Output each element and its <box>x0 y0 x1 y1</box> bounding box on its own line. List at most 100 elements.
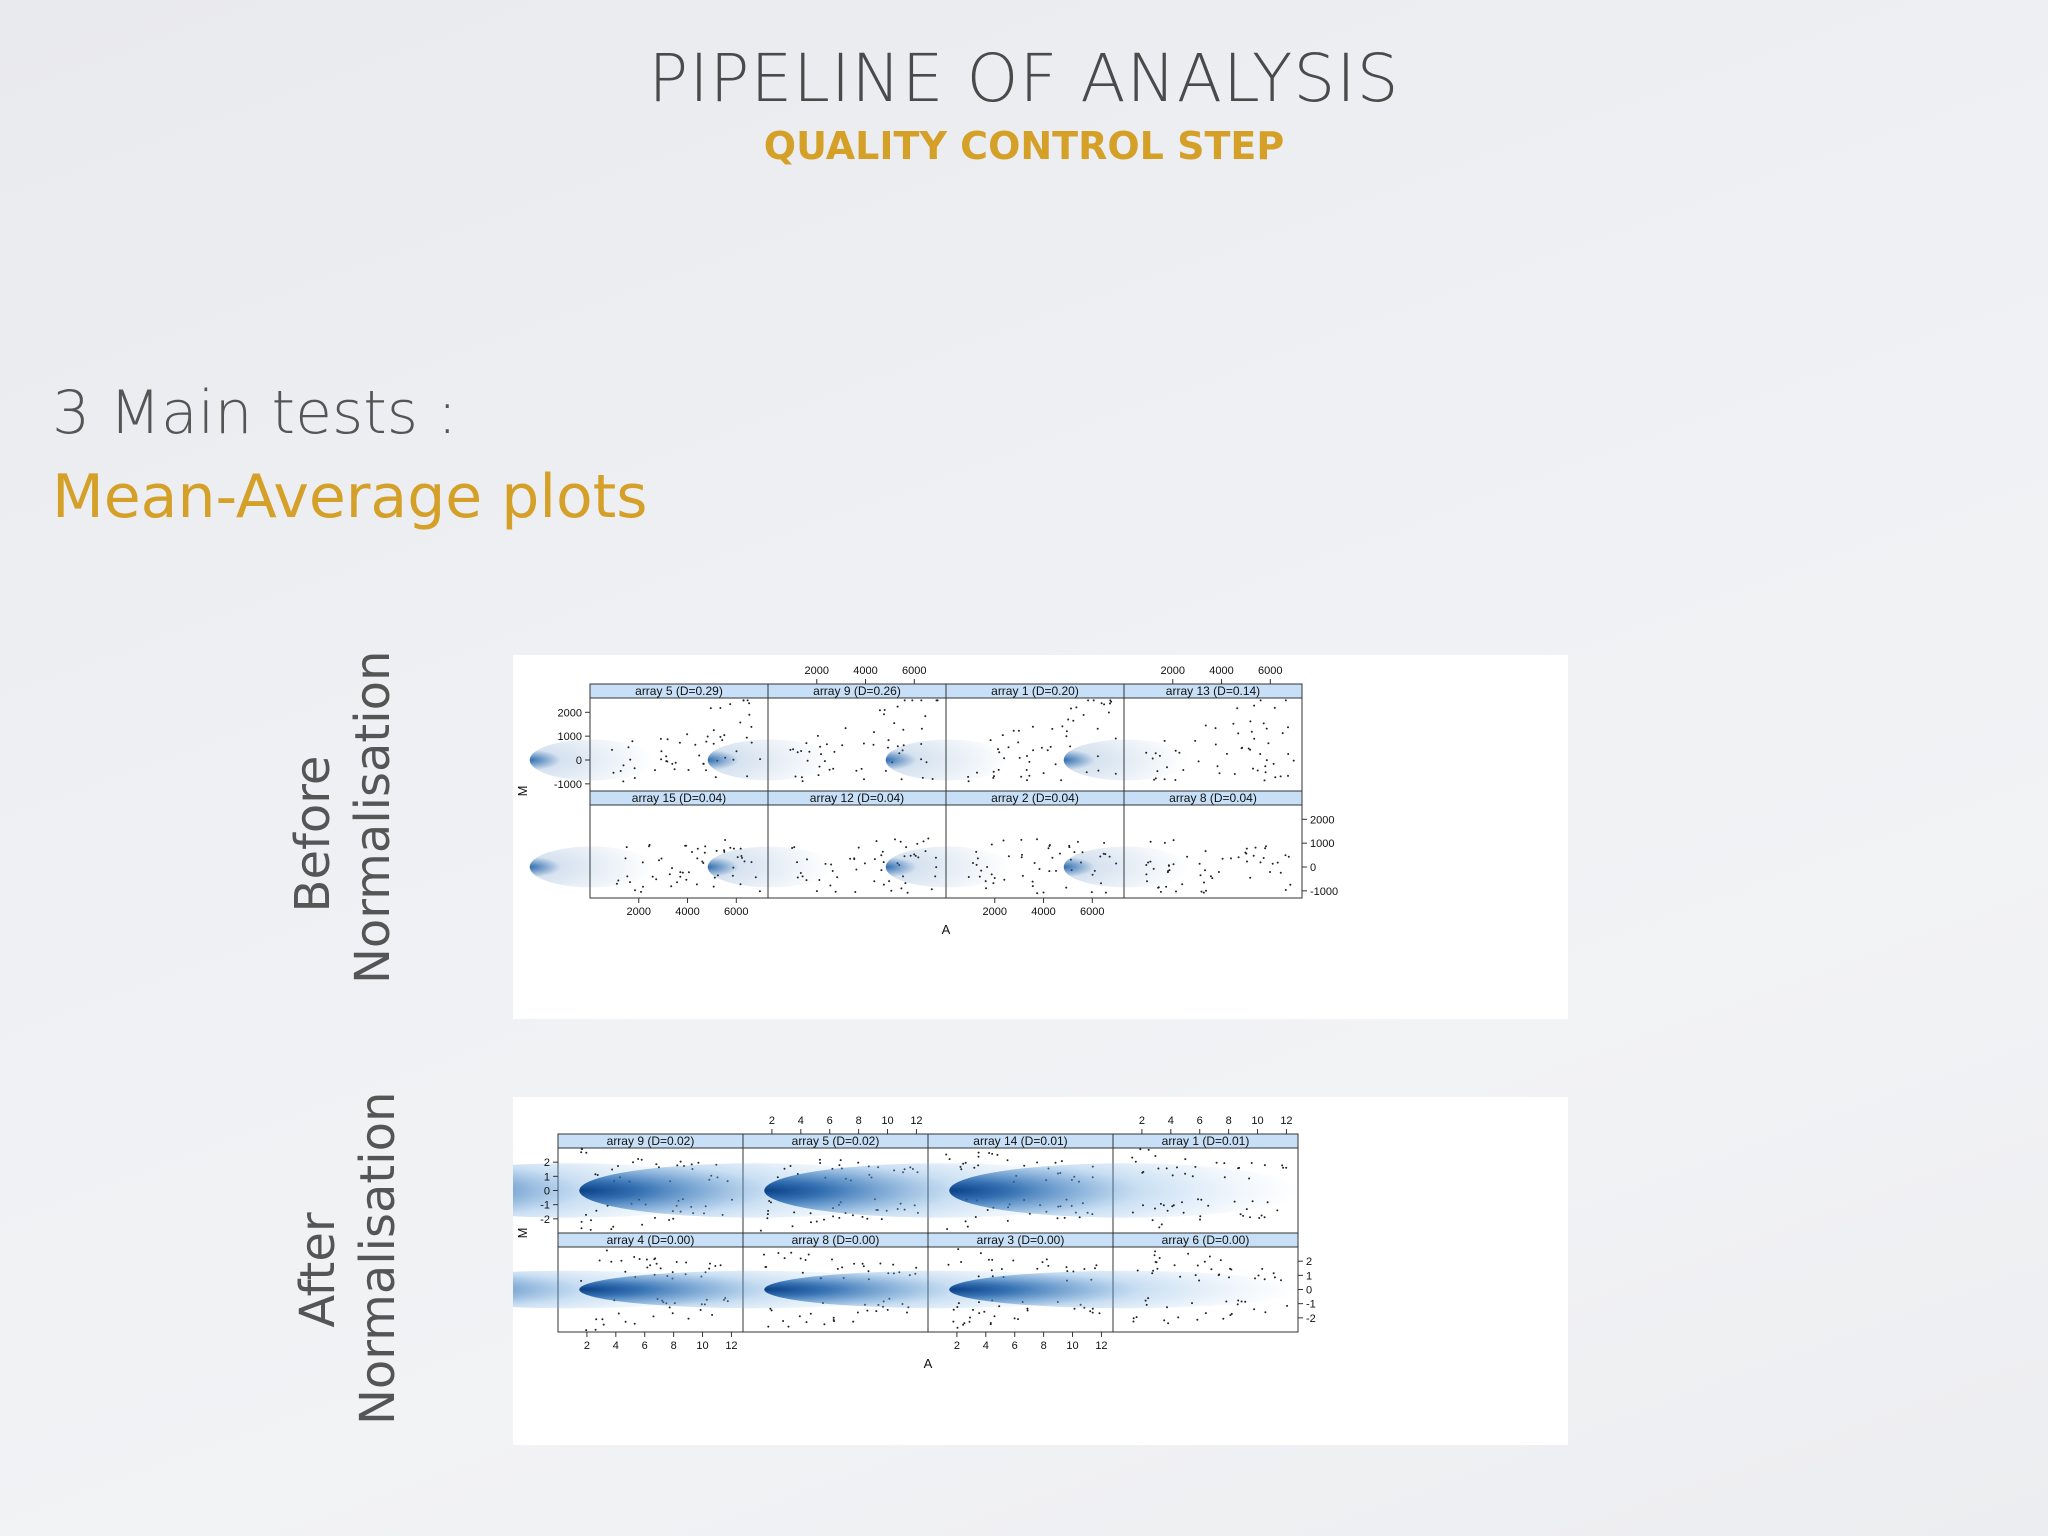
ma-plot-after-svg: array 9 (D=0.02) array 5 (D=0.02) array 14… <box>394 1115 1316 1371</box>
data-point <box>1065 886 1068 889</box>
data-point <box>1013 1317 1016 1320</box>
data-point <box>671 867 673 870</box>
data-point <box>1264 765 1267 768</box>
data-point <box>1280 1279 1282 1282</box>
x-tick-label: 10 <box>1066 1340 1078 1352</box>
data-point <box>906 891 909 894</box>
data-point <box>992 770 995 773</box>
data-point <box>1082 714 1085 716</box>
data-point <box>963 1322 966 1325</box>
data-point <box>883 713 885 716</box>
y-tick-label: -2 <box>1306 1313 1316 1325</box>
data-point <box>585 1213 587 1216</box>
x-tick-label: 12 <box>910 1115 922 1127</box>
data-point <box>1203 1260 1206 1263</box>
data-point <box>701 860 704 863</box>
data-point <box>804 1259 807 1261</box>
data-point <box>1031 725 1034 728</box>
data-point <box>1154 777 1157 780</box>
data-point <box>1045 1258 1048 1261</box>
data-point <box>634 889 636 892</box>
panel-label: array 3 (D=0.00) <box>977 1233 1065 1247</box>
density-cloud <box>707 846 833 888</box>
x-tick-label: 8 <box>1226 1115 1232 1127</box>
data-point <box>997 768 1000 771</box>
panel-array-1-d-0-01-: array 1 (D=0.01) <box>949 1133 1301 1234</box>
data-point <box>615 882 618 885</box>
data-point <box>1061 725 1064 728</box>
data-point <box>1260 1214 1263 1217</box>
data-point <box>660 857 663 860</box>
data-point <box>691 851 693 853</box>
data-point <box>712 742 715 745</box>
data-point <box>828 768 831 771</box>
data-point <box>1047 1264 1050 1267</box>
data-point <box>1233 773 1236 775</box>
y-tick-label: 0 <box>1306 1285 1312 1297</box>
data-point <box>1104 891 1107 894</box>
data-point <box>687 769 690 771</box>
data-point <box>655 1163 658 1166</box>
data-point <box>1051 856 1054 859</box>
data-point <box>595 1209 598 1212</box>
data-point <box>984 880 987 883</box>
data-point <box>791 847 794 849</box>
data-point <box>1199 1218 1201 1221</box>
data-point <box>818 765 821 768</box>
data-point <box>1218 1273 1221 1276</box>
data-point <box>978 875 981 878</box>
data-point <box>1165 885 1168 888</box>
panel-label: array 15 (D=0.04) <box>632 791 726 805</box>
data-point <box>990 873 993 876</box>
density-cloud <box>949 1270 1301 1309</box>
data-point <box>712 885 715 888</box>
density-cloud <box>529 846 655 888</box>
data-point <box>649 1264 652 1267</box>
data-point <box>1210 1268 1213 1271</box>
data-point <box>1202 891 1205 894</box>
data-point <box>1292 759 1295 762</box>
data-point <box>1109 699 1112 702</box>
data-point <box>671 1271 674 1274</box>
data-point <box>972 862 974 864</box>
data-point <box>620 1259 623 1262</box>
data-point <box>610 1260 613 1263</box>
data-point <box>1018 756 1021 759</box>
data-point <box>1160 1223 1163 1226</box>
data-point <box>653 1258 656 1261</box>
data-point <box>633 777 636 779</box>
data-point <box>654 769 656 772</box>
x-tick-label: 4000 <box>675 906 699 918</box>
data-point <box>1176 1166 1178 1169</box>
data-point <box>831 870 834 872</box>
data-point <box>993 1315 996 1318</box>
data-point <box>1173 1264 1176 1267</box>
data-point <box>997 748 999 751</box>
data-point <box>801 1271 804 1274</box>
data-point <box>1041 1261 1044 1264</box>
data-point <box>1149 840 1152 843</box>
data-point <box>805 879 808 882</box>
data-point <box>1131 1156 1134 1159</box>
data-point <box>896 705 899 708</box>
x-tick-label: 4 <box>983 1340 989 1352</box>
data-point <box>1238 1166 1241 1169</box>
data-point <box>972 1308 974 1311</box>
data-point <box>878 709 881 712</box>
data-point <box>633 767 636 770</box>
data-point <box>820 753 822 756</box>
data-point <box>1229 1314 1232 1317</box>
data-point <box>1218 772 1221 775</box>
data-point <box>770 1201 772 1204</box>
data-point <box>830 863 833 866</box>
data-point <box>679 1160 682 1163</box>
data-point <box>652 1315 655 1318</box>
data-point <box>823 1218 825 1221</box>
data-point <box>1249 876 1252 879</box>
data-point <box>1289 883 1292 886</box>
data-point <box>627 746 630 749</box>
data-point <box>1087 699 1090 702</box>
data-point <box>1006 1159 1009 1162</box>
x-tick-label: 4000 <box>853 665 877 677</box>
data-point <box>1020 838 1023 841</box>
